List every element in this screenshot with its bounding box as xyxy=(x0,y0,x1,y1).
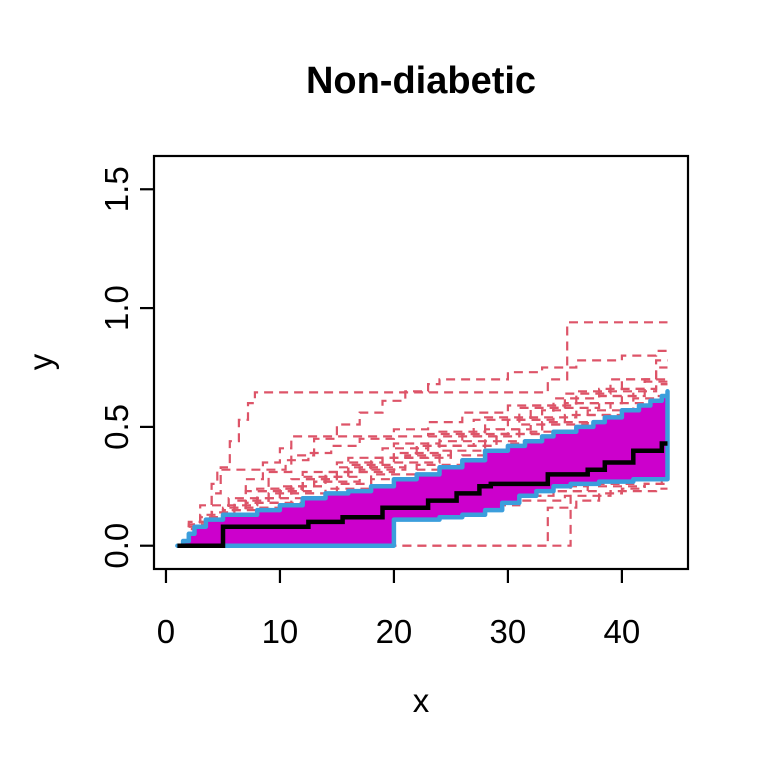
trajectory-line xyxy=(177,397,668,547)
x-tick-label: 0 xyxy=(157,613,175,650)
x-tick-label: 20 xyxy=(376,613,413,650)
trajectory-line xyxy=(177,321,668,547)
confidence-band xyxy=(175,389,670,548)
trajectory-line xyxy=(177,378,668,547)
chart-title: Non-diabetic xyxy=(306,60,536,102)
y-tick-label: 1.0 xyxy=(98,285,135,331)
trajectory-line xyxy=(177,359,668,547)
trajectory-line xyxy=(177,349,668,547)
y-tick-label: 0.0 xyxy=(98,523,135,569)
x-axis-label: x xyxy=(413,682,430,719)
x-tick-label: 30 xyxy=(490,613,527,650)
x-tick-label: 40 xyxy=(604,613,641,650)
y-tick-label: 0.5 xyxy=(98,404,135,450)
trajectory-line xyxy=(177,366,668,547)
plot-border xyxy=(152,154,690,571)
y-tick-label: 1.5 xyxy=(98,166,135,212)
y-axis-label: y xyxy=(22,353,59,370)
median-line xyxy=(177,441,668,548)
x-tick-label: 10 xyxy=(262,613,299,650)
axes: 0 10 20 30 40 0.0 0.5 1.0 1.5 xyxy=(98,166,640,650)
